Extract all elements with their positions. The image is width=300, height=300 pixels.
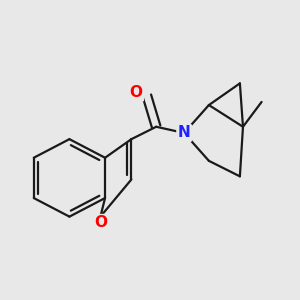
Text: N: N bbox=[178, 125, 190, 140]
Text: O: O bbox=[130, 85, 142, 100]
Text: O: O bbox=[94, 215, 107, 230]
